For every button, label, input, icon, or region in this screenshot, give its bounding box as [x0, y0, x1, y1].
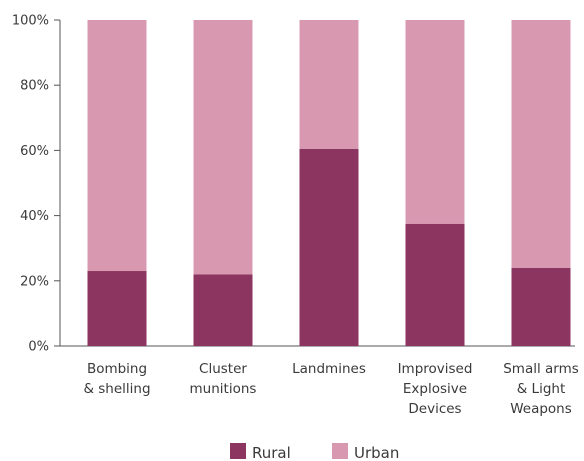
y-tick-label: 0% — [28, 340, 49, 355]
bars — [87, 20, 571, 346]
legend-swatch-urban — [332, 443, 348, 459]
bar-rural-4 — [511, 267, 571, 346]
y-tick-label: 100% — [12, 14, 49, 29]
bar-urban-4 — [511, 20, 571, 268]
bar-urban-2 — [299, 20, 359, 149]
legend: Rural Urban — [230, 443, 399, 461]
y-tick-label: 40% — [20, 209, 49, 224]
x-axis-labels: Bombing & shelling Cluster munitions Landmin… — [83, 361, 578, 417]
y-tick-label: 80% — [20, 79, 49, 94]
x-category-label: Small arms & Light Weapons — [503, 361, 579, 417]
bar-urban-0 — [87, 20, 147, 272]
bar-rural-0 — [87, 271, 147, 346]
x-category-label: Bombing & shelling — [83, 361, 150, 397]
bar-rural-2 — [299, 148, 359, 346]
y-tick-label: 20% — [20, 274, 49, 289]
legend-label-rural: Rural — [252, 444, 291, 461]
bar-rural-3 — [405, 223, 465, 346]
y-tick-label: 60% — [20, 144, 49, 159]
legend-swatch-rural — [230, 443, 246, 459]
bar-rural-1 — [193, 274, 253, 346]
bar-urban-1 — [193, 20, 253, 275]
x-category-label: Landmines — [292, 361, 366, 377]
bar-urban-3 — [405, 20, 465, 224]
x-category-label: Cluster munitions — [190, 361, 257, 397]
x-category-label: Improvised Explosive Devices — [398, 361, 473, 417]
legend-label-urban: Urban — [354, 444, 399, 461]
